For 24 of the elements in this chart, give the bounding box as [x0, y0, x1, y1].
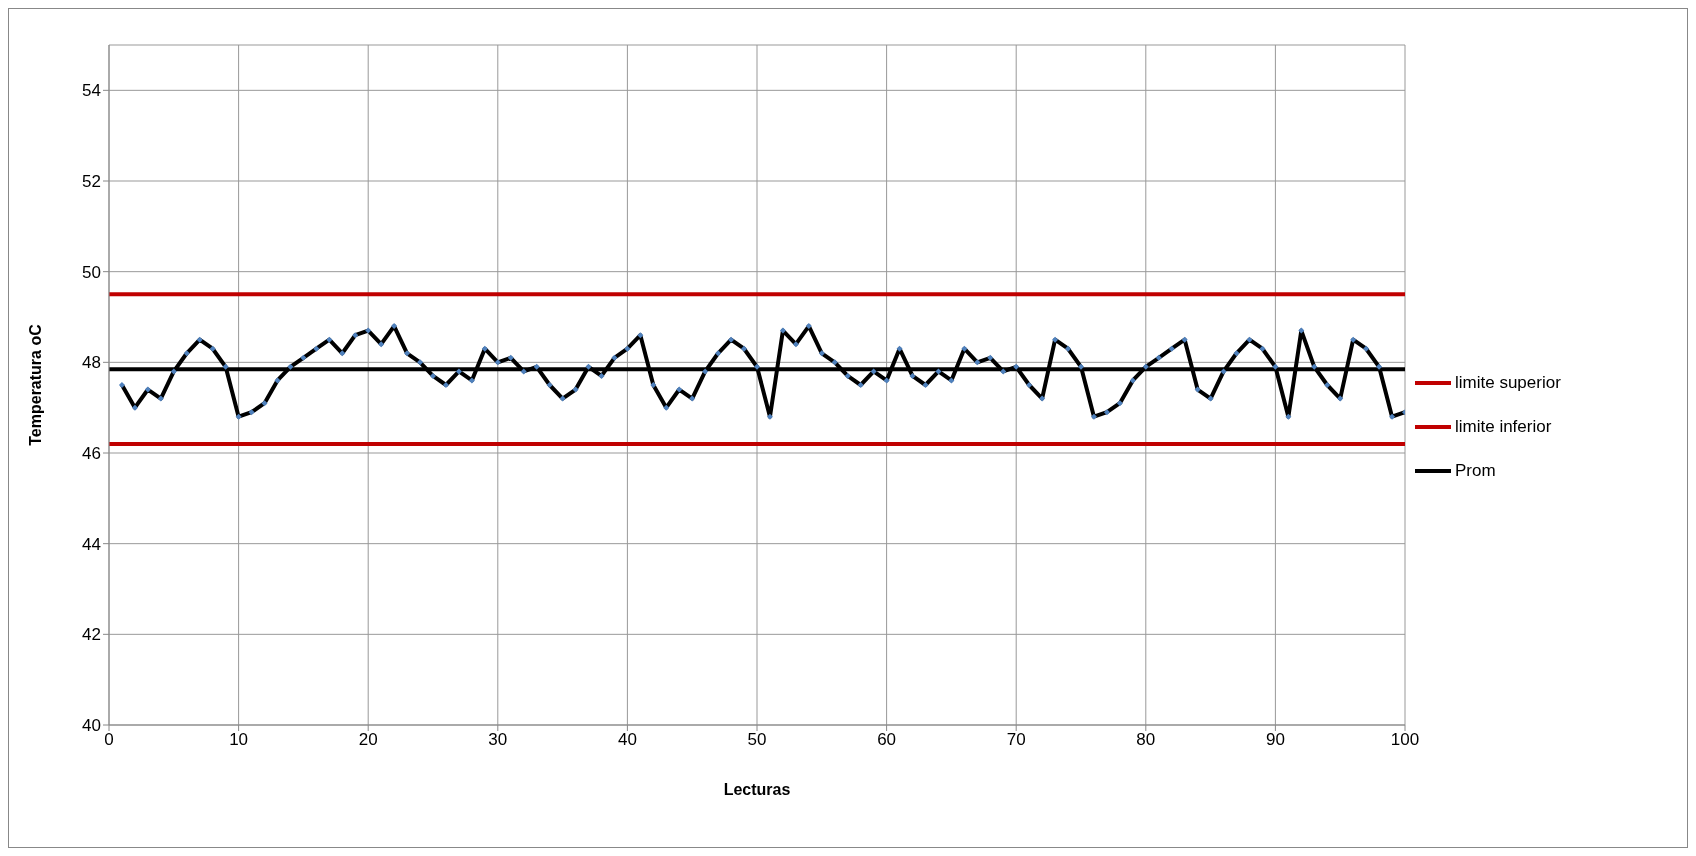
y-tick-label: 46	[82, 444, 101, 464]
y-tick-label: 42	[82, 625, 101, 645]
x-tick-label: 60	[877, 730, 897, 750]
y-tick-label: 40	[82, 716, 101, 736]
x-tick-label: 10	[229, 730, 249, 750]
legend-label: Prom	[1455, 461, 1496, 481]
x-tick-label: 40	[617, 730, 637, 750]
y-tick-label: 48	[82, 353, 101, 373]
x-tick-label: 100	[1390, 730, 1420, 750]
y-axis-title: Temperatura oC	[26, 323, 44, 446]
x-tick-label: 20	[358, 730, 378, 750]
x-tick-label: 50	[747, 730, 767, 750]
y-tick-label: 44	[82, 534, 101, 554]
y-tick-label: 52	[82, 172, 101, 192]
x-tick-label: 70	[1006, 730, 1026, 750]
legend-label: limite inferior	[1455, 417, 1552, 437]
x-axis-title: Lecturas	[723, 781, 791, 798]
x-tick-label: 30	[488, 730, 508, 750]
x-tick-label: 0	[104, 730, 114, 750]
y-tick-label: 54	[82, 81, 101, 101]
y-tick-label: 50	[82, 262, 101, 282]
x-tick-label: 90	[1265, 730, 1285, 750]
x-tick-label: 80	[1136, 730, 1156, 750]
legend-label: limite superior	[1455, 373, 1561, 393]
